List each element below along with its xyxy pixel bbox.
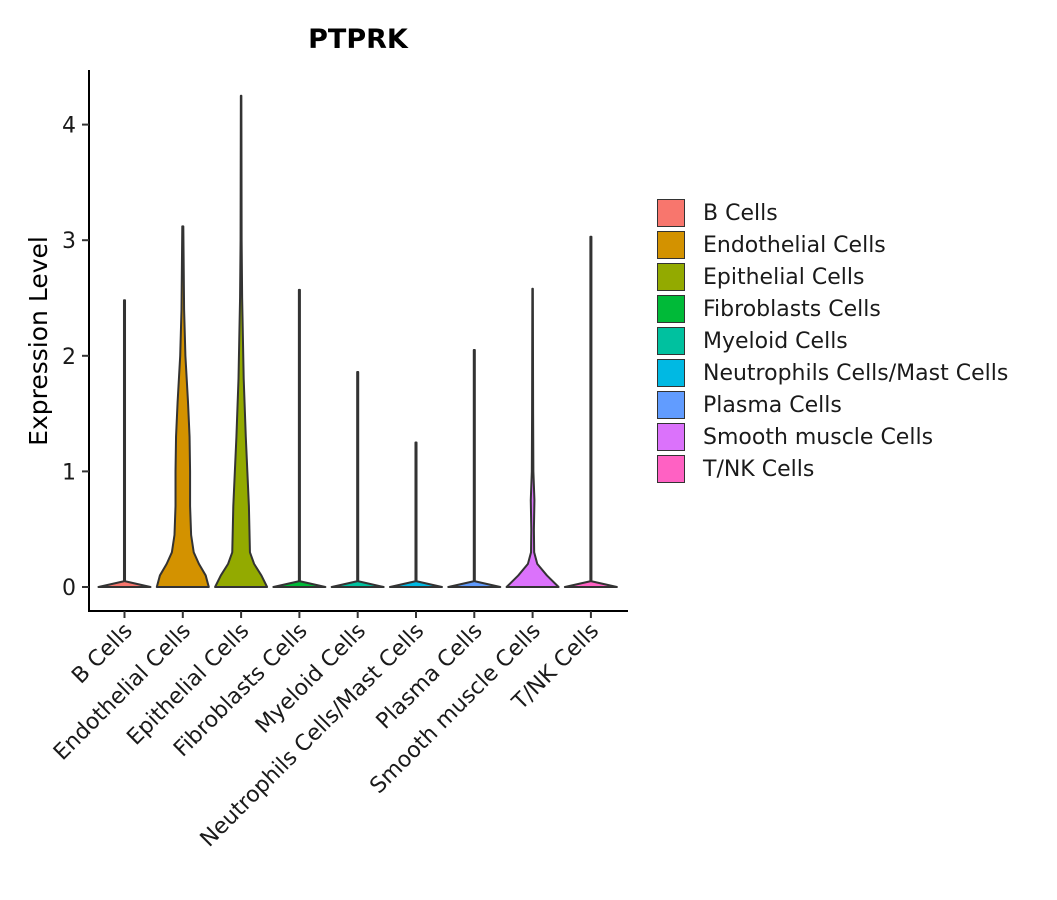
- legend-swatch: [657, 263, 685, 291]
- violin-t-nk-cells: [563, 235, 618, 588]
- legend-item: Fibroblasts Cells: [657, 294, 1047, 326]
- legend-swatch: [657, 455, 685, 483]
- legend-swatch: [657, 423, 685, 451]
- legend-swatch: [657, 231, 685, 259]
- violin-smooth-muscle-cells: [505, 287, 560, 588]
- legend-item: B Cells: [657, 198, 1047, 230]
- violin-myeloid-cells: [330, 370, 385, 588]
- legend-label: Smooth muscle Cells: [703, 425, 934, 450]
- chart-title: PTPRK: [308, 24, 409, 55]
- legend-swatch: [657, 359, 685, 387]
- violin-epithelial-cells: [214, 94, 269, 588]
- y-tick-label: 1: [62, 460, 76, 485]
- violin-group: [97, 94, 618, 588]
- y-tick-label: 0: [62, 576, 76, 601]
- legend-item: Epithelial Cells: [657, 262, 1047, 294]
- legend-item: Plasma Cells: [657, 390, 1047, 422]
- legend-item: Neutrophils Cells/Mast Cells: [657, 358, 1047, 390]
- y-tick-label: 2: [62, 345, 76, 370]
- legend-item: T/NK Cells: [657, 454, 1047, 486]
- y-tick-label: 3: [62, 229, 76, 254]
- legend-label: T/NK Cells: [703, 457, 815, 482]
- legend-label: Fibroblasts Cells: [703, 297, 881, 322]
- legend-item: Myeloid Cells: [657, 326, 1047, 358]
- legend-label: Endothelial Cells: [703, 233, 886, 258]
- legend-label: Neutrophils Cells/Mast Cells: [703, 361, 1009, 386]
- violin-plasma-cells: [447, 349, 502, 588]
- legend-label: Plasma Cells: [703, 393, 842, 418]
- violin-fibroblasts-cells: [272, 288, 327, 588]
- y-tick-label: 4: [62, 114, 76, 139]
- legend-swatch: [657, 199, 685, 227]
- y-axis-ticks: 0 1 2 3 4: [62, 114, 89, 601]
- legend-label: Myeloid Cells: [703, 329, 848, 354]
- legend-swatch: [657, 295, 685, 323]
- legend-item: Smooth muscle Cells: [657, 422, 1047, 454]
- violin-neutrophils-cells-mast-cells: [389, 441, 443, 588]
- legend-swatch: [657, 327, 685, 355]
- violin-endothelial-cells: [155, 225, 210, 588]
- legend-label: B Cells: [703, 201, 778, 226]
- violin-b-cells: [97, 299, 152, 588]
- y-axis-label: Expression Level: [24, 236, 53, 446]
- legend-label: Epithelial Cells: [703, 265, 865, 290]
- legend-swatch: [657, 391, 685, 419]
- legend-item: Endothelial Cells: [657, 230, 1047, 262]
